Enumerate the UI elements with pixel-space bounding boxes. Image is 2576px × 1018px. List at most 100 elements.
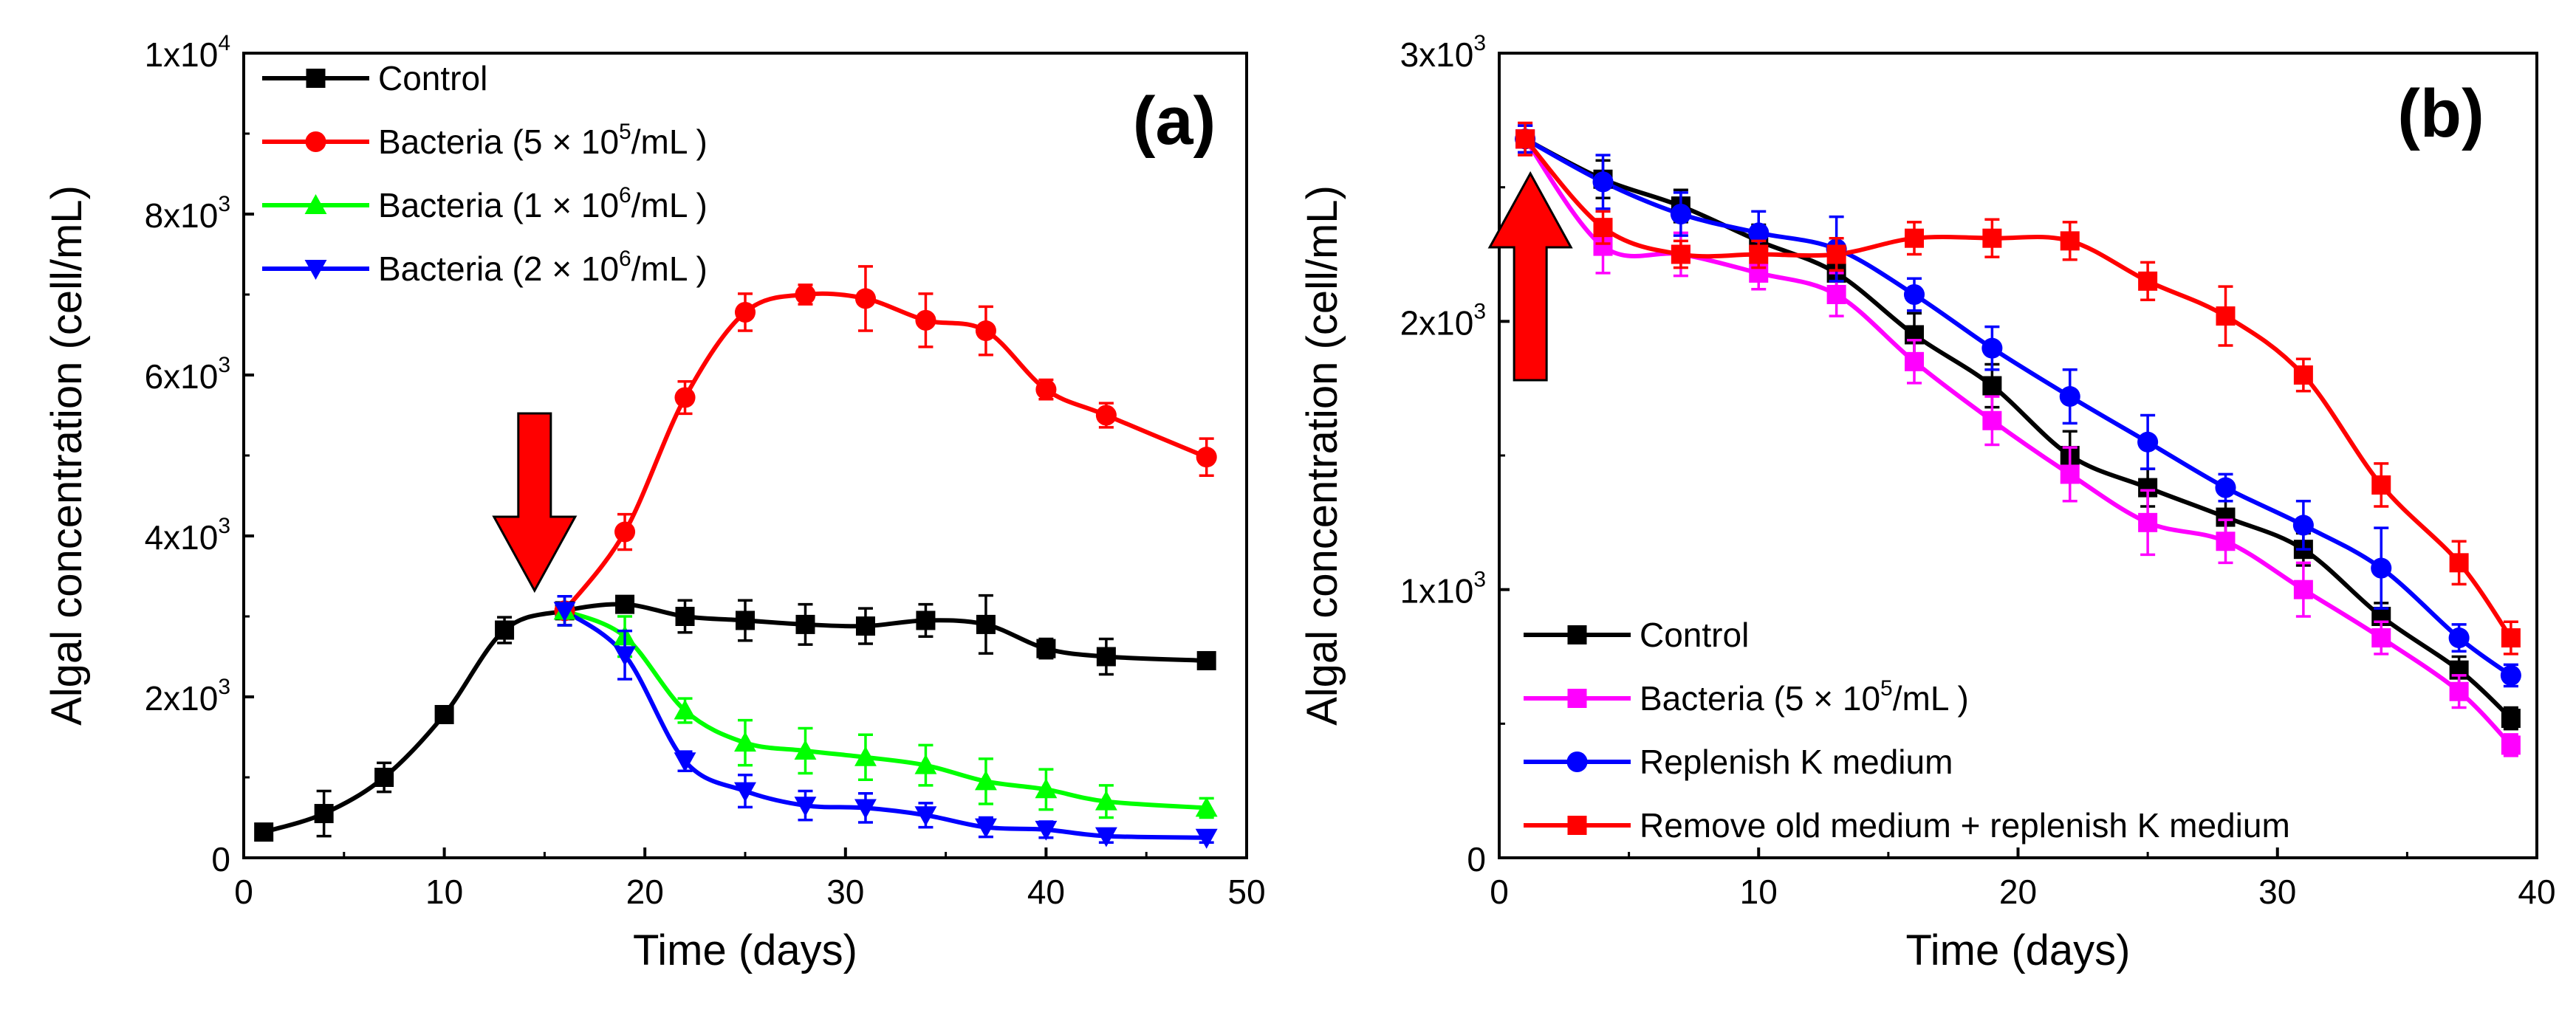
data-point bbox=[495, 620, 515, 640]
data-point bbox=[1982, 228, 2002, 248]
legend-label: Bacteria (5 × 105/mL ) bbox=[378, 120, 708, 161]
legend-text-part: Bacteria (2 × 10 bbox=[378, 250, 619, 288]
legend-marker bbox=[1567, 689, 1587, 708]
data-point bbox=[675, 607, 695, 626]
chart-panel-a: 0 10 20 30 40 5002x1034x1036x1038x1031x104Tim… bbox=[43, 31, 1266, 974]
y-tick-base: 0 bbox=[1467, 840, 1486, 878]
legend-label: Bacteria (1 × 106/mL ) bbox=[378, 183, 708, 224]
data-point bbox=[1905, 351, 1924, 371]
legend-label: Remove old medium + replenish K medium bbox=[1640, 806, 2290, 845]
series-line bbox=[563, 291, 1208, 613]
x-tick-label: 0 bbox=[1490, 873, 1509, 911]
x-tick-label: 40 bbox=[1027, 873, 1065, 911]
legend-exponent: 6 bbox=[619, 183, 631, 207]
data-point bbox=[1095, 790, 1117, 811]
legend-label: Bacteria (5 × 105/mL ) bbox=[1640, 676, 1969, 718]
data-point bbox=[974, 818, 997, 839]
legend-text-part: Bacteria (5 × 10 bbox=[378, 123, 619, 161]
y-tick-exponent: 3 bbox=[218, 353, 230, 377]
legend-text-part: /mL ) bbox=[1893, 679, 1969, 718]
data-point bbox=[1196, 447, 1217, 468]
data-point bbox=[975, 320, 996, 342]
data-point bbox=[854, 799, 877, 819]
data-point bbox=[674, 752, 696, 773]
y-tick-base: 4x10 bbox=[145, 518, 219, 557]
data-point bbox=[1095, 405, 1117, 426]
legend-marker bbox=[1567, 625, 1587, 644]
legend-label: Control bbox=[1640, 616, 1749, 654]
legend-text-part: /mL ) bbox=[631, 123, 708, 161]
data-point bbox=[854, 746, 877, 766]
data-point bbox=[1035, 778, 1058, 799]
y-tick-label: 4x103 bbox=[145, 514, 230, 557]
data-point bbox=[1096, 647, 1116, 667]
y-axis-title: Algal concentration (cell/mL) bbox=[1298, 185, 1346, 726]
data-point bbox=[1903, 283, 1925, 306]
x-tick-label: 50 bbox=[1227, 873, 1265, 911]
y-axis-title: Algal concentration (cell/mL) bbox=[43, 185, 91, 726]
y-tick-label: 0 bbox=[1467, 840, 1486, 878]
data-point bbox=[2449, 553, 2469, 573]
data-point bbox=[916, 611, 936, 630]
y-tick-base: 6x10 bbox=[145, 357, 219, 396]
y-tick-exponent: 3 bbox=[218, 675, 230, 699]
data-point bbox=[1905, 228, 1924, 248]
panel-label: (a) bbox=[1133, 83, 1216, 159]
data-point bbox=[1196, 650, 1216, 670]
data-point bbox=[2371, 475, 2391, 495]
data-point bbox=[1981, 337, 2003, 359]
data-point bbox=[1826, 285, 1846, 304]
data-point bbox=[976, 614, 996, 634]
legend-marker bbox=[306, 69, 326, 88]
data-point bbox=[2293, 365, 2313, 385]
legend-label: Control bbox=[378, 59, 487, 97]
legend-text-part: Bacteria (5 × 10 bbox=[1640, 679, 1880, 718]
data-point bbox=[2500, 664, 2521, 686]
panel-label: (b) bbox=[2397, 76, 2484, 151]
data-point bbox=[974, 770, 997, 791]
data-point bbox=[1671, 244, 1690, 264]
red-arrow-up-icon bbox=[1487, 171, 1573, 382]
y-tick-exponent: 3 bbox=[1473, 299, 1486, 323]
legend-exponent: 6 bbox=[619, 247, 631, 271]
legend-label: Replenish K medium bbox=[1640, 743, 1953, 781]
x-tick-label: 10 bbox=[1740, 873, 1778, 911]
legend-text-part: /mL ) bbox=[631, 186, 708, 224]
data-point bbox=[1670, 203, 1691, 225]
data-point bbox=[1748, 222, 1770, 244]
data-point bbox=[2216, 306, 2236, 326]
data-point bbox=[674, 387, 696, 408]
legend-exponent: 5 bbox=[619, 120, 631, 144]
data-point bbox=[434, 704, 454, 724]
legend-text-part: Control bbox=[378, 59, 487, 97]
data-point bbox=[2293, 579, 2313, 599]
data-point bbox=[794, 797, 817, 817]
data-point bbox=[2501, 709, 2521, 729]
y-tick-exponent: 3 bbox=[1473, 31, 1486, 55]
y-tick-exponent: 3 bbox=[1473, 568, 1486, 592]
y-tick-base: 1x10 bbox=[1400, 572, 1474, 611]
data-point bbox=[2060, 464, 2080, 484]
data-point bbox=[736, 611, 755, 630]
y-tick-exponent: 3 bbox=[218, 192, 230, 216]
data-point bbox=[914, 806, 937, 827]
x-tick-label: 40 bbox=[2518, 873, 2555, 911]
series-line bbox=[263, 602, 1207, 834]
data-point bbox=[2449, 681, 2469, 701]
data-point bbox=[254, 822, 274, 842]
data-point bbox=[1592, 171, 1614, 193]
series-line bbox=[1523, 137, 2513, 747]
data-point bbox=[1749, 244, 1769, 264]
data-point bbox=[1035, 379, 1057, 400]
data-point bbox=[1826, 244, 1846, 264]
y-tick-label: 8x103 bbox=[145, 192, 230, 235]
data-point bbox=[2060, 231, 2080, 251]
data-point bbox=[2448, 627, 2470, 649]
legend-label: Bacteria (2 × 106/mL ) bbox=[378, 247, 708, 288]
data-point bbox=[553, 602, 576, 622]
data-point bbox=[915, 309, 936, 331]
legend-text-part: Remove old medium + replenish K medium bbox=[1640, 806, 2290, 845]
data-point bbox=[855, 616, 875, 636]
data-point bbox=[674, 699, 696, 720]
